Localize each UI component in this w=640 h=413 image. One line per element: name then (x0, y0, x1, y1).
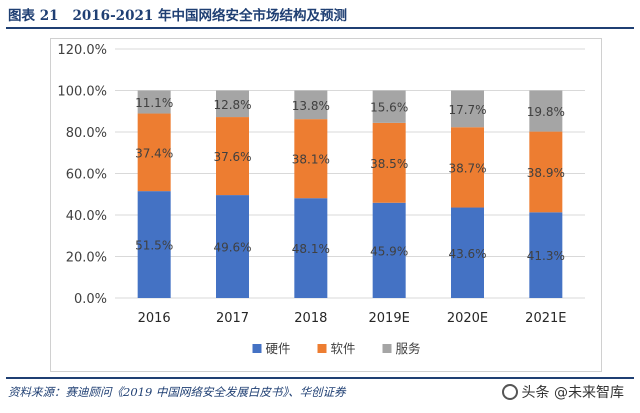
data-label: 11.1% (135, 96, 173, 110)
data-label: 38.9% (527, 166, 565, 180)
legend-label: 硬件 (266, 341, 291, 356)
y-tick-label: 80.0% (66, 126, 107, 141)
legend-label: 软件 (331, 341, 356, 356)
data-label: 13.8% (292, 99, 330, 113)
x-tick-label: 2017 (216, 311, 249, 326)
data-label: 37.4% (135, 146, 173, 160)
x-tick-label: 2016 (138, 311, 171, 326)
x-tick-label: 2019E (369, 311, 410, 326)
data-label: 38.5% (370, 157, 408, 171)
data-label: 15.6% (370, 101, 408, 115)
data-label: 19.8% (527, 105, 565, 119)
x-tick-label: 2021E (525, 311, 566, 326)
stacked-bar-chart: 0.0% 20.0% 40.0% 60.0% 80.0% 100.0% 120.0% 51.5… (0, 0, 640, 380)
x-tick-label: 2018 (294, 311, 327, 326)
footer-rule (6, 377, 634, 379)
watermark-text: 头条 @未来智库 (522, 382, 624, 402)
x-tick-label: 2020E (447, 311, 488, 326)
data-label: 37.6% (213, 150, 251, 164)
y-tick-label: 0.0% (74, 292, 107, 307)
source-note: 资料来源：赛迪顾问《2019 中国网络安全发展白皮书》、华创证券 (8, 384, 346, 400)
legend-label: 服务 (396, 341, 421, 356)
legend-swatch (253, 344, 262, 353)
y-tick-label: 60.0% (66, 168, 107, 183)
legend-swatch (318, 344, 327, 353)
data-label: 43.6% (448, 247, 486, 261)
data-label: 51.5% (135, 239, 173, 253)
watermark: 头条 @未来智库 (502, 382, 624, 402)
data-label: 45.9% (370, 244, 408, 258)
watermark-logo-icon (502, 384, 518, 400)
legend-swatch (383, 344, 392, 353)
data-label: 41.3% (527, 249, 565, 263)
y-tick-label: 100.0% (57, 85, 107, 100)
data-label: 49.6% (213, 241, 251, 255)
data-label: 38.7% (448, 161, 486, 175)
y-tick-label: 20.0% (66, 251, 107, 266)
y-tick-label: 40.0% (66, 209, 107, 224)
data-label: 48.1% (292, 242, 330, 256)
data-label: 38.1% (292, 153, 330, 167)
y-tick-label: 120.0% (57, 43, 107, 58)
data-label: 12.8% (213, 98, 251, 112)
data-label: 17.7% (448, 103, 486, 117)
